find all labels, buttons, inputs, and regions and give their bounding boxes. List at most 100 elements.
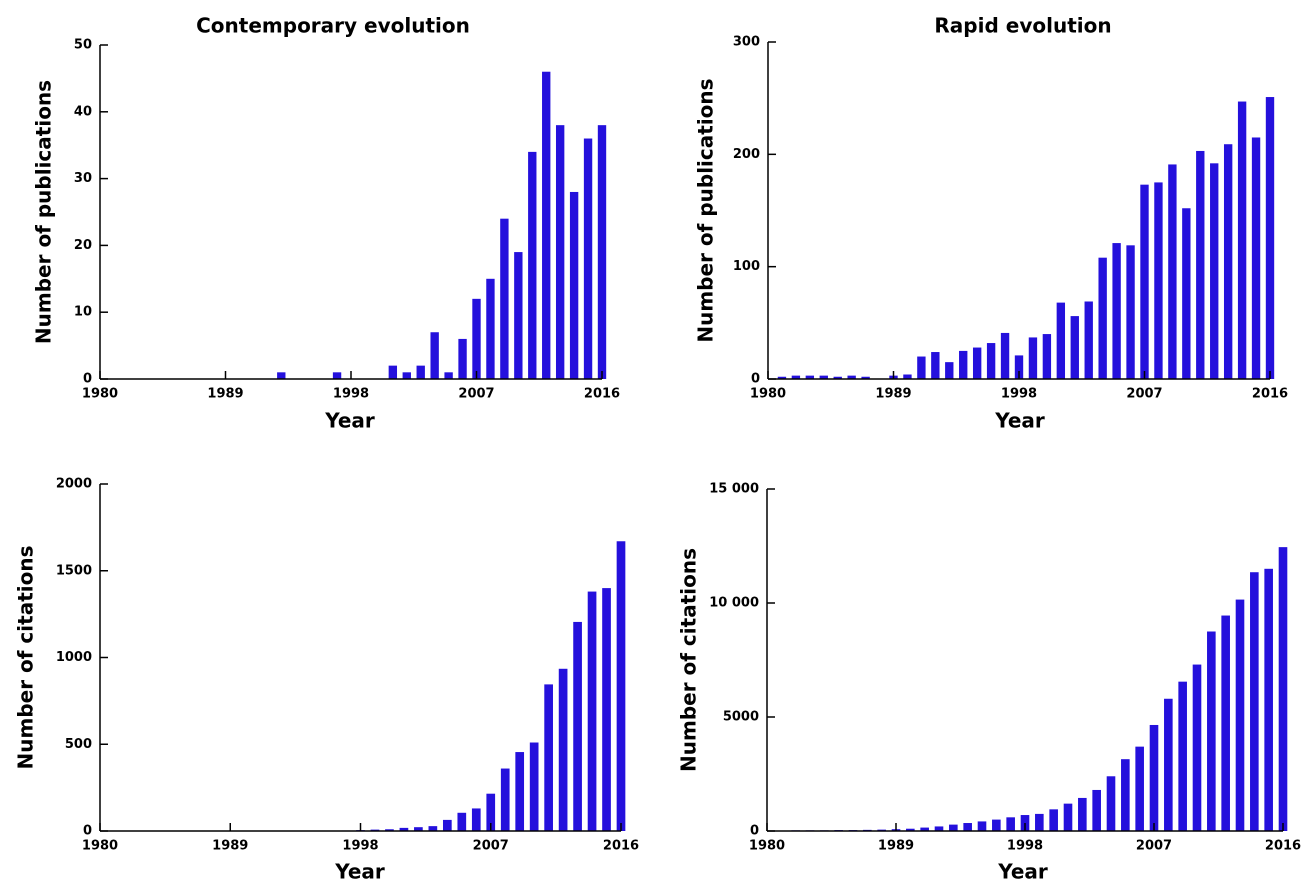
y-tick-label: 300 [733,35,760,50]
bar [903,374,912,379]
bar [1006,817,1015,831]
bar [1140,184,1149,379]
bar [917,356,926,379]
bar [472,298,481,379]
bar [1106,776,1116,831]
y-tick-label: 50 [74,38,92,53]
y-tick-label: 0 [83,824,92,839]
bar [514,252,523,379]
bar [1278,547,1288,831]
bar [992,819,1001,831]
y-axis-label: Number of publications [694,78,718,342]
bar [1237,101,1247,379]
x-tick-label: 2016 [1265,839,1301,854]
y-axis-label: Number of publications [32,80,56,344]
bar [861,376,870,379]
bar [500,768,510,831]
bar [1028,337,1038,379]
x-axis-label: Year [324,409,375,433]
bar [402,372,411,379]
bar [555,125,565,379]
x-tick-label: 1989 [878,839,914,854]
bar [1235,599,1245,831]
bar [597,125,607,379]
bar [486,278,495,379]
y-tick-label: 40 [74,104,92,119]
bar [558,668,568,831]
bar [1149,724,1159,831]
bar [416,365,425,379]
x-tick-label: 1989 [875,387,911,402]
bar [515,752,525,831]
bar [444,372,453,379]
chart-title: Rapid evolution [934,14,1111,38]
bar [583,138,593,379]
bar [1084,301,1093,379]
x-axis-label: Year [334,860,385,884]
bar [1092,789,1101,831]
bar [1168,164,1177,379]
bar [1250,572,1259,831]
bar [458,338,467,379]
x-tick-label: 2016 [584,387,620,402]
bar [920,827,929,831]
x-tick-label: 1998 [1001,387,1037,402]
x-axis-label: Year [997,860,1048,884]
y-tick-label: 20 [74,238,92,253]
bar [1070,316,1079,379]
y-axis-label: Number of citations [14,546,38,770]
bar [528,151,537,379]
y-tick-label: 1000 [56,650,92,665]
x-tick-label: 1998 [342,839,378,854]
y-tick-label: 10 [74,305,92,320]
bar [471,808,481,831]
bar [1178,681,1187,831]
bar [1035,813,1044,831]
bar [428,826,438,831]
x-tick-label: 2007 [458,387,494,402]
x-tick-label: 1989 [207,387,243,402]
bar [1265,97,1275,379]
bar [819,375,828,379]
bar [332,372,342,379]
bar [777,376,787,379]
bar [972,347,982,379]
x-tick-label: 1980 [82,387,118,402]
x-tick-label: 1998 [333,387,369,402]
bar [542,71,551,379]
x-tick-label: 2007 [1136,839,1172,854]
y-axis-label: Number of citations [677,548,701,772]
bar [457,812,467,831]
bar [1164,698,1173,831]
bar [1251,137,1261,379]
bar [1196,150,1205,379]
bar [1121,759,1130,831]
bar [587,591,597,831]
x-tick-label: 1980 [749,839,785,854]
bar [1126,245,1135,379]
bar [388,365,398,379]
y-tick-label: 500 [65,737,92,752]
bar [1264,568,1273,831]
bar [616,541,626,831]
bar [949,824,958,831]
bar [934,826,944,831]
bar [1192,664,1202,831]
bar [931,352,940,379]
bar [1098,257,1107,379]
y-tick-label: 10 000 [709,596,759,611]
bar [1207,631,1216,831]
bar [385,829,394,831]
x-tick-label: 1998 [1007,839,1043,854]
bar [399,827,409,831]
bar [442,819,452,831]
bar [500,218,509,379]
bar [1112,243,1121,379]
x-tick-label: 2007 [1126,387,1162,402]
bar [986,343,996,379]
bar [529,742,539,831]
x-tick-label: 2016 [1252,387,1288,402]
y-tick-label: 0 [83,372,92,387]
bar [486,793,496,831]
